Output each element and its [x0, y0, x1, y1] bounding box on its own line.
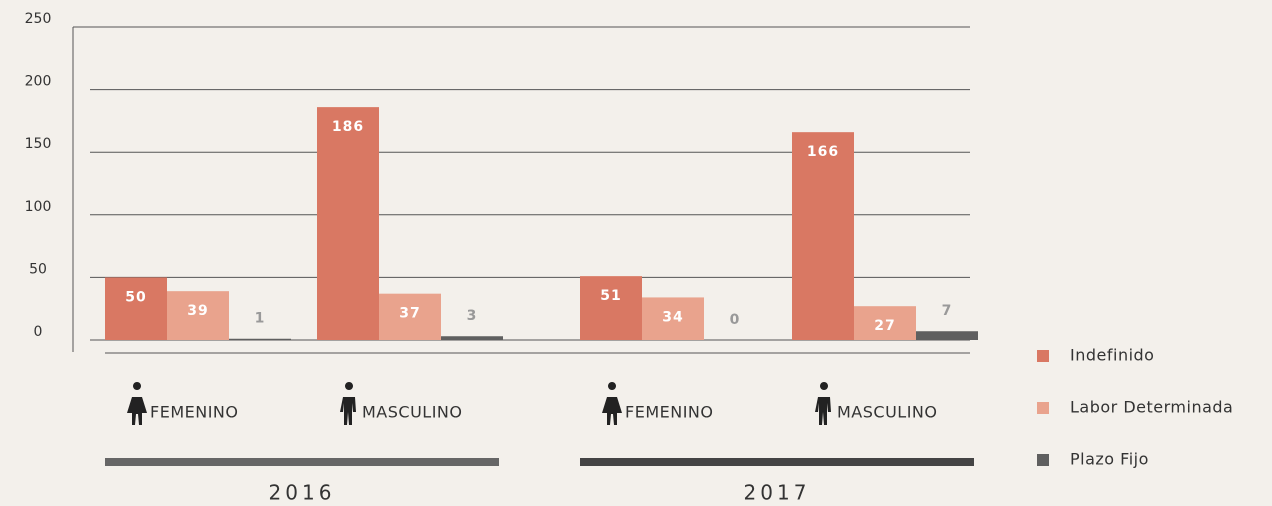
bar — [916, 331, 978, 340]
value-label: 186 — [332, 119, 364, 135]
value-label: 39 — [187, 303, 208, 319]
bar — [379, 293, 441, 340]
legend-swatch — [1037, 402, 1049, 414]
value-label: 0 — [730, 312, 741, 328]
group-bar — [580, 458, 974, 466]
x-tick-label: MASCULINO — [362, 403, 462, 422]
value-label: 1 — [255, 311, 266, 327]
group-bar — [105, 458, 499, 466]
legend-label: Labor Determinada — [1070, 398, 1233, 417]
y-tick-label: 50 — [29, 261, 47, 277]
bar — [441, 336, 503, 340]
x-tick-label: FEMENINO — [625, 403, 713, 422]
y-tick-label: 200 — [25, 74, 52, 90]
bar — [854, 306, 916, 340]
bar — [167, 291, 229, 340]
value-label: 166 — [807, 144, 839, 160]
gender-icon — [340, 382, 356, 425]
value-label: 34 — [662, 309, 683, 325]
group-label: 2016 — [269, 481, 336, 505]
bar — [642, 297, 704, 340]
bar — [317, 107, 379, 341]
gender-icon — [602, 382, 622, 425]
value-label: 51 — [600, 288, 621, 304]
value-label: 50 — [125, 289, 146, 305]
value-label: 27 — [874, 318, 895, 334]
group-label: 2017 — [744, 481, 811, 505]
y-tick-label: 150 — [25, 136, 52, 152]
value-label: 37 — [399, 306, 420, 322]
legend-label: Plazo Fijo — [1070, 450, 1149, 469]
value-label: 3 — [467, 308, 478, 324]
legend-label: Indefinido — [1070, 346, 1154, 365]
x-tick-label: FEMENINO — [150, 403, 238, 422]
legend-swatch — [1037, 350, 1049, 362]
gender-icon — [127, 382, 147, 425]
bar — [229, 338, 291, 340]
bar — [105, 277, 167, 340]
bar — [580, 276, 642, 340]
x-tick-label: MASCULINO — [837, 403, 937, 422]
legend-swatch — [1037, 454, 1049, 466]
y-tick-label: 0 — [34, 324, 43, 340]
gender-icon — [815, 382, 831, 425]
value-label: 7 — [942, 303, 953, 319]
y-tick-label: 250 — [25, 11, 52, 27]
bar — [792, 132, 854, 340]
y-tick-label: 100 — [25, 199, 52, 215]
